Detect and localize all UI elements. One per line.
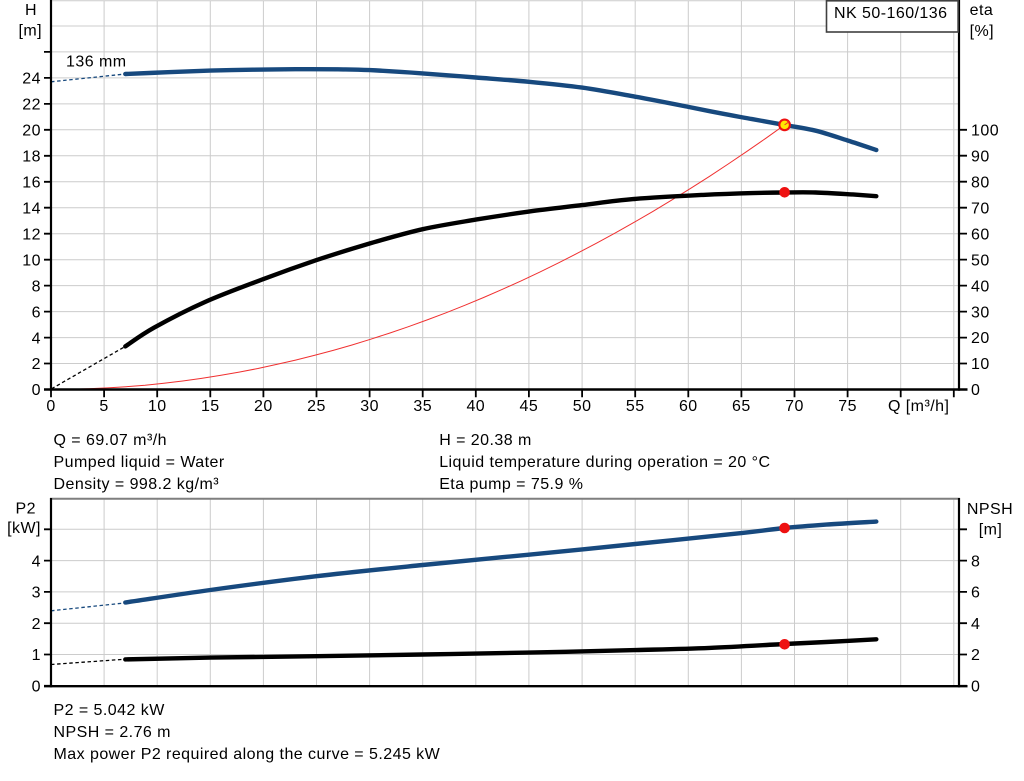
svg-text:20: 20 xyxy=(971,330,990,347)
svg-text:Eta pump = 75.9 %: Eta pump = 75.9 % xyxy=(439,476,583,493)
svg-text:75: 75 xyxy=(838,398,857,415)
svg-text:20: 20 xyxy=(254,398,273,415)
svg-text:40: 40 xyxy=(466,398,485,415)
svg-text:Liquid temperature during oper: Liquid temperature during operation = 20… xyxy=(439,454,770,471)
svg-text:14: 14 xyxy=(22,200,41,217)
svg-text:2: 2 xyxy=(32,616,41,633)
svg-text:2: 2 xyxy=(971,647,980,664)
svg-text:10: 10 xyxy=(148,398,167,415)
svg-text:30: 30 xyxy=(971,304,990,321)
svg-text:50: 50 xyxy=(971,252,990,269)
svg-text:6: 6 xyxy=(32,304,41,321)
svg-text:4: 4 xyxy=(32,330,41,347)
svg-text:NK 50-160/136: NK 50-160/136 xyxy=(834,5,947,22)
svg-text:15: 15 xyxy=(201,398,220,415)
svg-text:Max power P2 required along th: Max power P2 required along the curve = … xyxy=(54,746,441,763)
svg-text:NPSH = 2.76 m: NPSH = 2.76 m xyxy=(54,724,171,741)
svg-text:Q [m³/h]: Q [m³/h] xyxy=(888,398,949,415)
svg-text:0: 0 xyxy=(46,398,55,415)
svg-text:6: 6 xyxy=(971,585,980,602)
svg-text:80: 80 xyxy=(971,174,990,191)
svg-text:[kW]: [kW] xyxy=(7,520,41,537)
svg-text:20: 20 xyxy=(22,123,41,140)
svg-text:22: 22 xyxy=(22,97,41,114)
svg-text:70: 70 xyxy=(971,200,990,217)
svg-text:Q = 69.07 m³/h: Q = 69.07 m³/h xyxy=(54,432,167,449)
svg-text:P2 = 5.042 kW: P2 = 5.042 kW xyxy=(54,702,166,719)
svg-text:[m]: [m] xyxy=(19,23,43,40)
svg-text:eta: eta xyxy=(970,2,994,19)
svg-text:[%]: [%] xyxy=(970,23,994,40)
svg-text:NPSH: NPSH xyxy=(967,501,1013,518)
svg-text:100: 100 xyxy=(971,122,999,139)
svg-text:10: 10 xyxy=(22,252,41,269)
svg-text:[m]: [m] xyxy=(979,522,1003,539)
svg-text:55: 55 xyxy=(626,398,645,415)
svg-text:60: 60 xyxy=(679,398,698,415)
svg-text:30: 30 xyxy=(360,398,379,415)
svg-text:0: 0 xyxy=(971,679,980,696)
svg-text:P2: P2 xyxy=(15,501,35,518)
svg-text:8: 8 xyxy=(32,278,41,295)
svg-text:Density = 998.2 kg/m³: Density = 998.2 kg/m³ xyxy=(54,476,220,493)
svg-text:136 mm: 136 mm xyxy=(66,53,127,70)
svg-text:2: 2 xyxy=(32,356,41,373)
svg-text:40: 40 xyxy=(971,278,990,295)
svg-text:8: 8 xyxy=(971,553,980,570)
svg-text:16: 16 xyxy=(22,175,41,192)
svg-text:25: 25 xyxy=(307,398,326,415)
svg-text:90: 90 xyxy=(971,148,990,165)
svg-text:3: 3 xyxy=(32,585,41,602)
svg-text:45: 45 xyxy=(520,398,539,415)
svg-text:60: 60 xyxy=(971,226,990,243)
svg-text:65: 65 xyxy=(732,398,751,415)
svg-text:18: 18 xyxy=(22,149,41,166)
svg-text:H = 20.38 m: H = 20.38 m xyxy=(439,432,532,449)
svg-text:10: 10 xyxy=(971,356,990,373)
svg-text:Pumped liquid = Water: Pumped liquid = Water xyxy=(54,454,225,471)
svg-text:24: 24 xyxy=(22,71,41,88)
svg-text:0: 0 xyxy=(32,382,41,399)
svg-text:12: 12 xyxy=(22,226,41,243)
svg-text:4: 4 xyxy=(971,616,980,633)
svg-text:5: 5 xyxy=(99,398,108,415)
svg-text:70: 70 xyxy=(785,398,804,415)
svg-text:0: 0 xyxy=(32,679,41,696)
svg-text:1: 1 xyxy=(32,647,41,664)
svg-text:0: 0 xyxy=(971,382,980,399)
svg-text:50: 50 xyxy=(573,398,592,415)
svg-text:4: 4 xyxy=(32,553,41,570)
svg-text:35: 35 xyxy=(413,398,432,415)
svg-text:H: H xyxy=(25,2,37,19)
